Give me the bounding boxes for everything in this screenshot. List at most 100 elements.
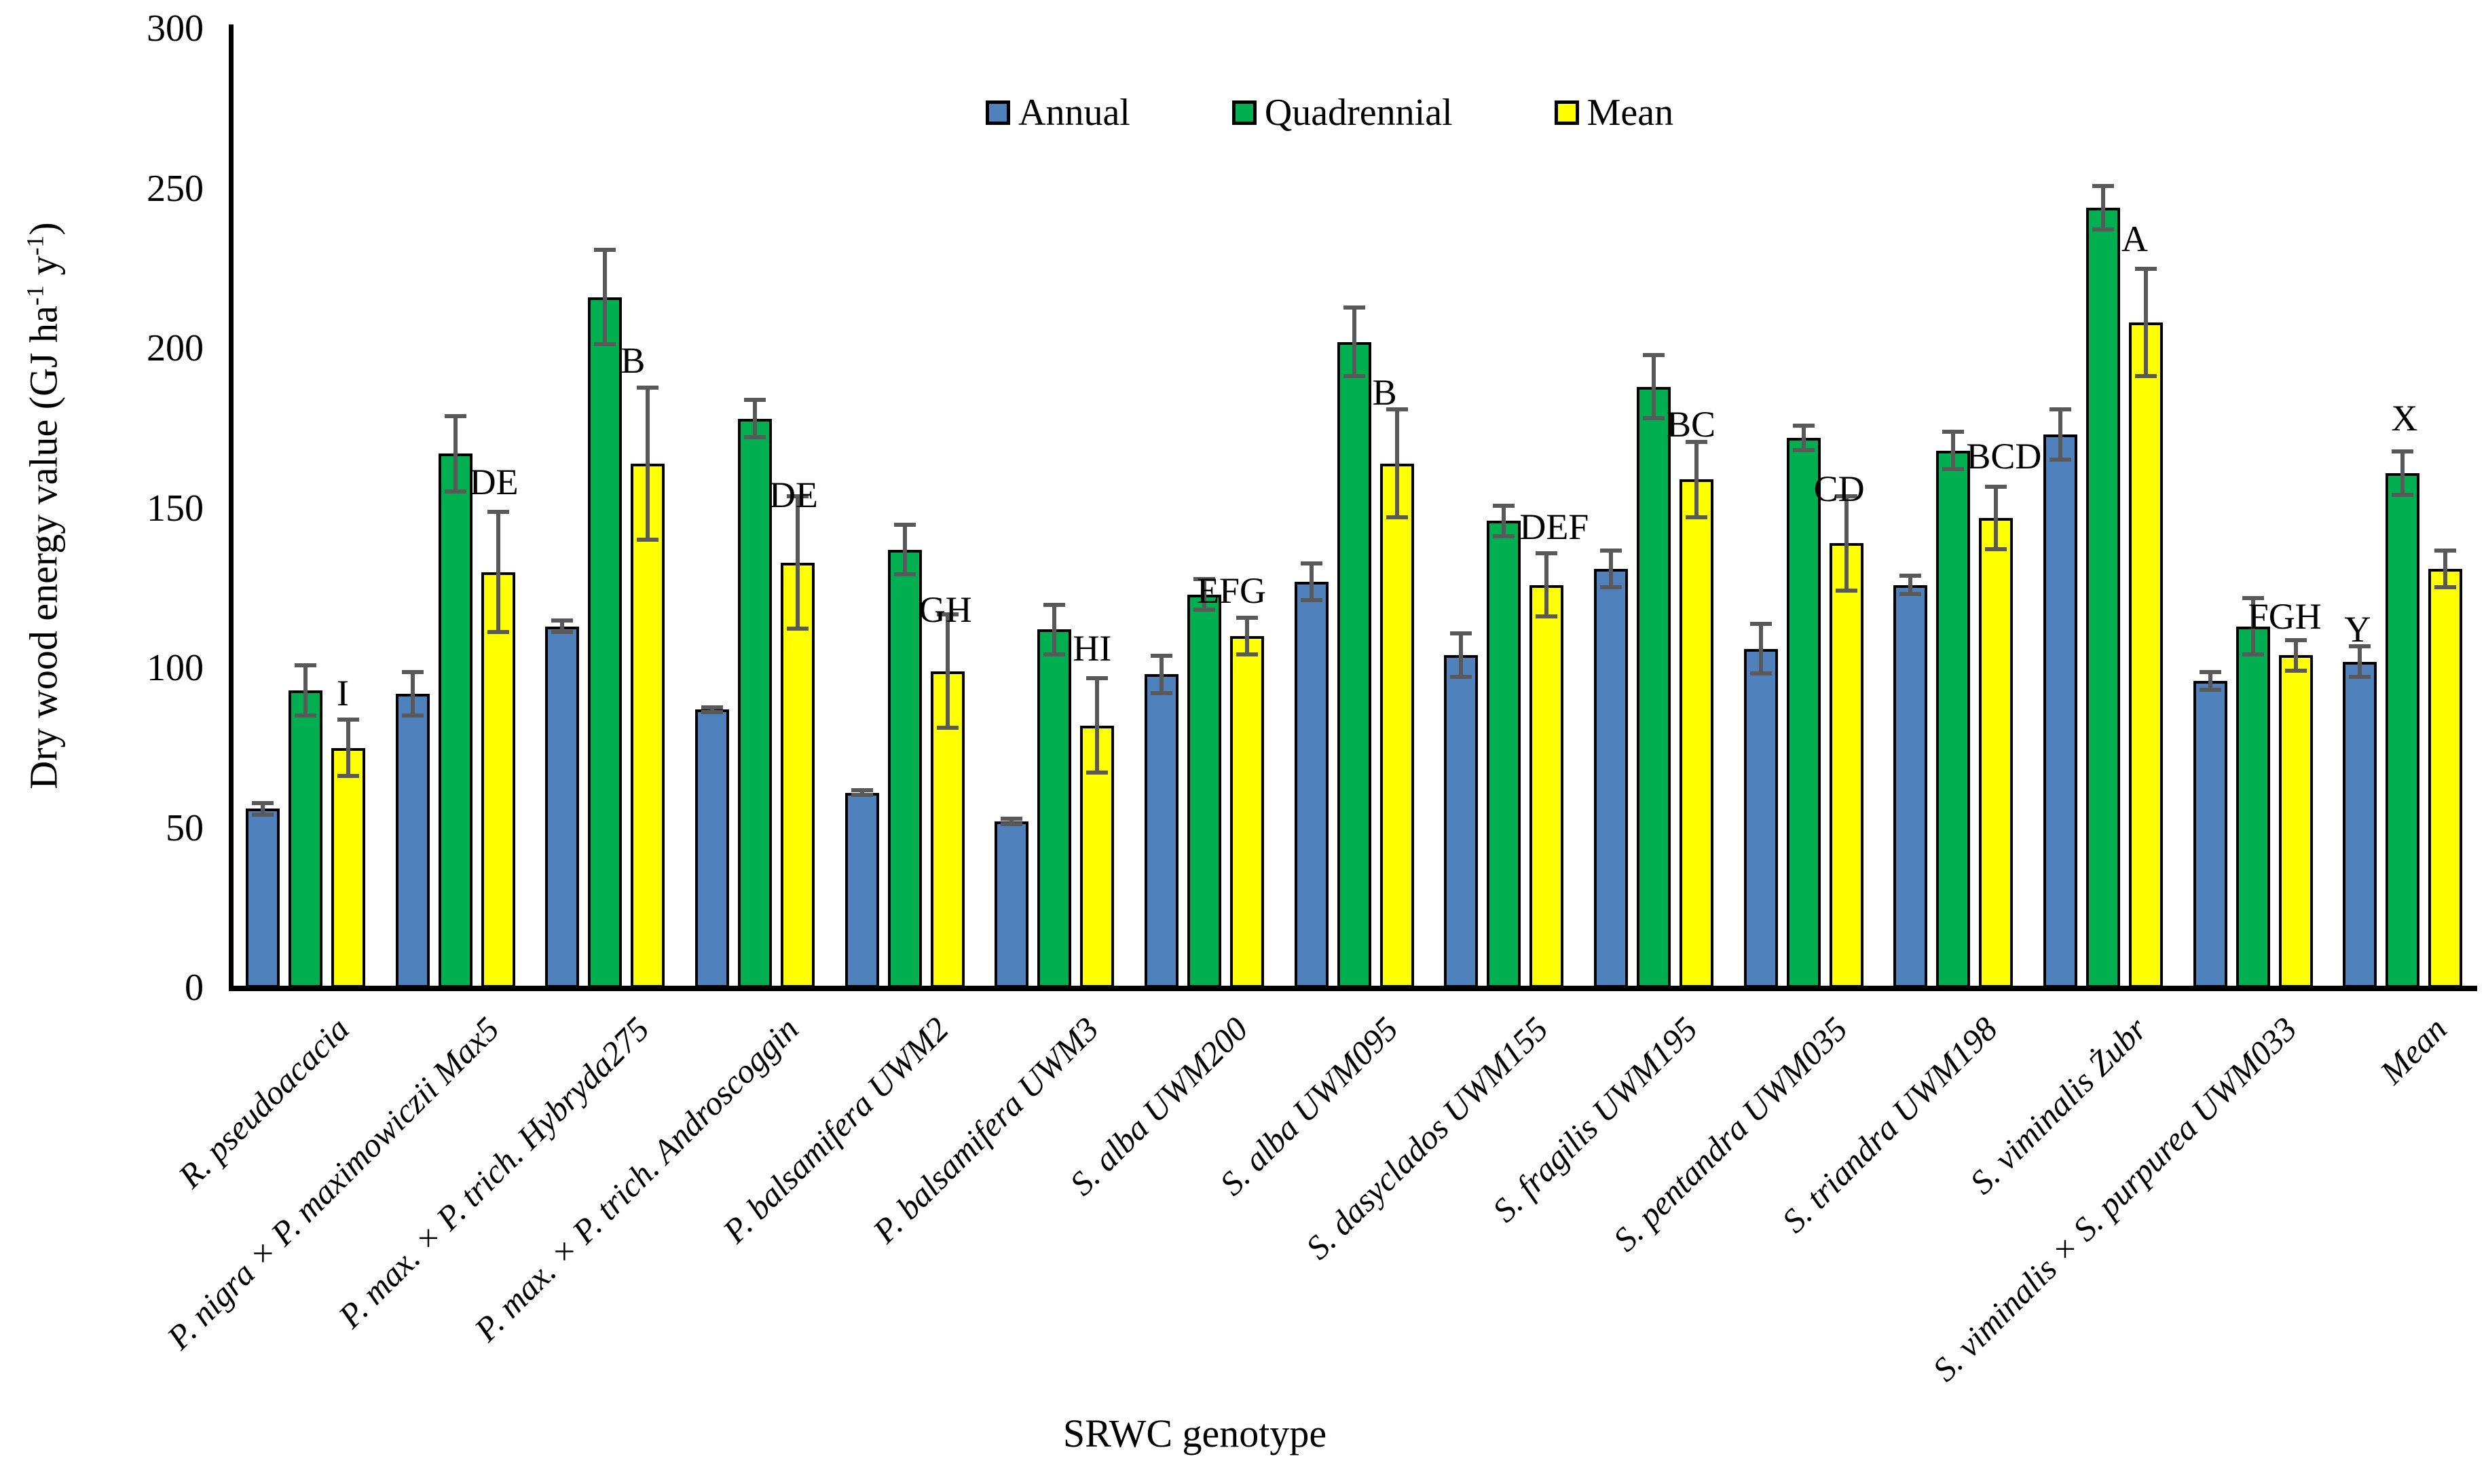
error-bar-mean-1 [496, 511, 500, 633]
bar-annual-9 [1594, 568, 1628, 988]
error-cap-top-annual-12 [2049, 407, 2071, 412]
error-cap-top-mean-11 [1985, 484, 2007, 489]
x-axis-line [229, 986, 2477, 991]
error-cap-bottom-mean-8 [1536, 614, 1558, 618]
bar-annual-5 [995, 821, 1029, 988]
error-bar-quadrennial-14 [2400, 450, 2405, 496]
error-cap-top-annual-13 [2199, 669, 2221, 674]
legend-label-annual: Annual [1018, 92, 1130, 134]
error-bar-quadrennial-3 [753, 399, 757, 438]
error-bar-mean-10 [1844, 495, 1849, 591]
bar-mean-13 [2278, 655, 2313, 988]
y-tick-label-250: 250 [147, 167, 204, 210]
error-cap-bottom-quadrennial-7 [1343, 374, 1365, 379]
error-cap-top-quadrennial-14 [2392, 449, 2414, 453]
bar-quadrennial-8 [1487, 521, 1521, 988]
error-bar-mean-3 [796, 495, 800, 630]
bar-mean-2 [631, 463, 665, 988]
significance-letter-BCD-11: BCD [1966, 436, 2042, 477]
significance-letter-EFG-6: EFG [1197, 570, 1267, 612]
error-cap-bottom-mean-0 [337, 774, 359, 779]
error-cap-bottom-quadrennial-4 [893, 572, 916, 577]
error-cap-top-mean-2 [637, 385, 659, 390]
error-cap-bottom-mean-7 [1386, 515, 1408, 519]
error-cap-bottom-annual-8 [1450, 675, 1472, 680]
error-cap-top-annual-7 [1300, 561, 1322, 565]
y-axis-line [229, 24, 234, 990]
error-cap-top-quadrennial-9 [1643, 353, 1665, 358]
category-label-0: R. pseudoacacia [170, 1009, 357, 1195]
error-cap-bottom-mean-1 [487, 630, 509, 635]
bar-annual-3 [695, 709, 729, 988]
bar-quadrennial-10 [1786, 437, 1821, 988]
error-cap-bottom-quadrennial-3 [744, 434, 766, 439]
y-tick-label-200: 200 [147, 327, 204, 369]
bar-annual-11 [1893, 585, 1928, 988]
error-cap-bottom-quadrennial-0 [295, 713, 316, 718]
error-cap-bottom-quadrennial-14 [2392, 492, 2414, 497]
significance-letter-X-14: X [2391, 397, 2418, 439]
error-cap-bottom-mean-6 [1236, 652, 1258, 657]
error-cap-top-mean-7 [1386, 407, 1408, 412]
error-cap-top-annual-5 [1001, 817, 1023, 821]
y-axis-title-text: Dry wood energy value (GJ ha [21, 305, 66, 790]
error-bar-annual-8 [1459, 633, 1464, 678]
bar-quadrennial-2 [588, 297, 623, 988]
error-cap-bottom-mean-3 [787, 627, 809, 631]
bar-quadrennial-0 [289, 690, 322, 988]
bar-mean-10 [1829, 543, 1863, 988]
error-bar-annual-1 [410, 671, 415, 716]
error-cap-bottom-quadrennial-13 [2242, 652, 2264, 657]
y-tick-label-100: 100 [147, 647, 204, 689]
error-bar-mean-7 [1394, 409, 1399, 518]
error-cap-top-annual-14 [2349, 644, 2371, 649]
error-cap-bottom-quadrennial-11 [1942, 466, 1965, 471]
error-bar-quadrennial-5 [1052, 604, 1057, 656]
error-bar-mean-8 [1544, 553, 1549, 617]
error-cap-bottom-annual-2 [551, 630, 574, 635]
error-bar-quadrennial-8 [1502, 504, 1506, 537]
error-cap-top-annual-8 [1450, 631, 1472, 636]
error-bar-annual-6 [1159, 655, 1164, 694]
error-bar-mean-4 [945, 613, 950, 729]
error-bar-annual-5 [1009, 818, 1014, 825]
error-cap-top-quadrennial-1 [444, 413, 466, 418]
bar-mean-6 [1230, 635, 1264, 988]
error-cap-bottom-mean-10 [1835, 588, 1857, 593]
error-cap-bottom-mean-14 [2434, 585, 2457, 590]
error-cap-top-quadrennial-7 [1343, 305, 1365, 310]
error-bar-mean-5 [1095, 678, 1100, 774]
bar-quadrennial-11 [1936, 450, 1971, 988]
error-cap-bottom-annual-12 [2049, 457, 2071, 462]
bar-annual-2 [545, 626, 580, 988]
error-cap-top-mean-6 [1236, 615, 1258, 620]
error-bar-annual-10 [1758, 623, 1763, 675]
error-bar-annual-12 [2058, 409, 2062, 460]
error-cap-bottom-quadrennial-12 [2092, 227, 2114, 231]
error-cap-top-quadrennial-4 [893, 523, 916, 527]
mean-swatch-icon [1554, 100, 1579, 125]
error-bar-quadrennial-7 [1352, 306, 1356, 377]
error-cap-top-quadrennial-10 [1792, 424, 1815, 428]
error-cap-bottom-quadrennial-5 [1043, 652, 1066, 657]
error-cap-top-quadrennial-8 [1493, 503, 1515, 508]
error-cap-top-annual-10 [1749, 622, 1772, 627]
bar-quadrennial-13 [2235, 626, 2270, 988]
error-cap-bottom-annual-10 [1749, 671, 1772, 676]
legend-label-mean: Mean [1587, 92, 1674, 134]
bar-annual-14 [2343, 661, 2377, 988]
error-bar-quadrennial-2 [603, 248, 608, 346]
error-cap-bottom-annual-1 [401, 713, 424, 718]
bar-quadrennial-6 [1187, 594, 1221, 988]
bar-mean-9 [1680, 479, 1713, 988]
error-cap-top-quadrennial-5 [1043, 602, 1066, 607]
bar-mean-0 [331, 747, 365, 988]
error-cap-bottom-mean-9 [1686, 515, 1707, 519]
bar-annual-8 [1444, 655, 1479, 988]
error-cap-bottom-quadrennial-9 [1643, 415, 1665, 420]
error-cap-top-quadrennial-0 [295, 663, 316, 668]
error-bar-quadrennial-6 [1202, 578, 1206, 611]
error-bar-mean-11 [1994, 485, 1999, 550]
x-axis-title: SRWC genotype [1062, 1411, 1327, 1455]
